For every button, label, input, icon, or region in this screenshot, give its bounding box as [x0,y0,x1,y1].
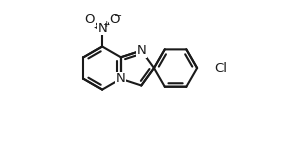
Text: Cl: Cl [214,61,227,75]
Text: N: N [136,44,146,57]
Text: O: O [109,13,120,26]
Text: N: N [116,72,126,85]
Text: O: O [84,13,95,26]
Text: +: + [102,20,109,29]
Text: −: − [114,11,122,21]
Text: N: N [97,22,107,35]
